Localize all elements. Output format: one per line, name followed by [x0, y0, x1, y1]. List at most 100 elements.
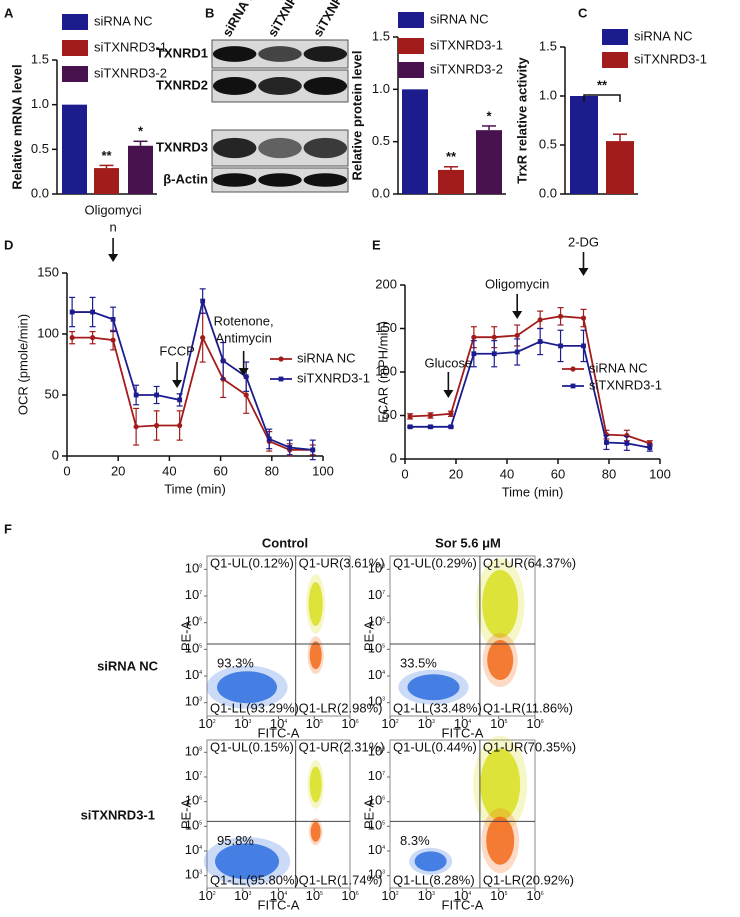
tick-exponent: 3	[432, 891, 435, 897]
tick-exponent: 5	[382, 821, 385, 827]
point	[604, 440, 609, 445]
x-tick-label: 20	[449, 466, 463, 481]
point	[491, 334, 497, 340]
tick-exponent: 8	[382, 564, 385, 570]
y-tick-label: 103	[185, 867, 202, 882]
row-label: siRNA NC	[97, 658, 159, 673]
legend-label: siRNA NC	[297, 350, 356, 365]
point	[407, 413, 413, 419]
cell-cloud	[414, 851, 447, 872]
tick-base: 10	[185, 667, 199, 682]
annotation-text: 2-DG	[568, 234, 599, 249]
tick-base: 10	[198, 888, 212, 903]
y-axis-label: Relative protein level	[349, 50, 364, 180]
tick-base: 10	[368, 614, 382, 629]
tick-base: 10	[341, 716, 355, 731]
panel-label: C	[578, 5, 588, 20]
bar	[62, 104, 87, 194]
tick-base: 10	[185, 818, 199, 833]
legend-marker	[570, 383, 576, 389]
tick-exponent: 4	[284, 719, 287, 725]
annotation-arrowhead	[238, 368, 249, 376]
tick-exponent: 6	[199, 617, 202, 623]
point	[220, 358, 226, 364]
tick-exponent: 2	[396, 719, 399, 725]
tick-exponent: 6	[382, 617, 385, 623]
tick-base: 10	[234, 716, 248, 731]
point	[69, 309, 75, 315]
point	[471, 351, 477, 357]
cell-cloud	[480, 748, 521, 821]
point	[154, 392, 159, 398]
tick-exponent: 3	[249, 891, 252, 897]
tick-base: 10	[185, 694, 199, 709]
tick-base: 10	[381, 888, 395, 903]
legend-label: siTXNRD3-1	[297, 370, 370, 385]
quadrant-label: Q1-UR(64.37%)	[483, 555, 576, 570]
significance: *	[486, 108, 492, 123]
legend-label: siTXNRD3-1	[634, 51, 707, 66]
tick-exponent: 8	[199, 564, 202, 570]
tick-exponent: 8	[382, 747, 385, 753]
tick-exponent: 5	[382, 644, 385, 650]
tick-exponent: 6	[356, 719, 359, 725]
legend-swatch	[398, 38, 424, 54]
tick-base: 10	[368, 561, 382, 576]
legend-swatch	[62, 40, 88, 56]
x-tick-label: 105	[490, 716, 507, 731]
tick-base: 10	[368, 793, 382, 808]
point	[580, 315, 587, 321]
legend-swatch	[398, 62, 424, 78]
x-tick-label: 80	[602, 466, 616, 481]
y-tick-label: 0.5	[31, 141, 49, 156]
tick-exponent: 7	[199, 590, 202, 596]
quadrant-label: Q1-UL(0.12%)	[210, 555, 294, 570]
quadrant-label: Q1-UL(0.15%)	[210, 739, 294, 754]
x-tick-label: 20	[111, 463, 125, 478]
tick-exponent: 3	[199, 870, 202, 876]
x-tick-label: 106	[341, 716, 358, 731]
blot-column-label: siTXNRD3-2	[310, 0, 360, 39]
column-title: Sor 5.6 μM	[435, 535, 501, 550]
tick-base: 10	[418, 888, 432, 903]
annotation-text: FCCP	[159, 343, 194, 358]
x-axis-label: Time (min)	[164, 481, 226, 496]
bar	[606, 141, 634, 194]
x-tick-label: 103	[234, 716, 251, 731]
cell-cloud	[309, 641, 322, 670]
cell-cloud	[203, 837, 291, 886]
point	[624, 440, 630, 446]
blot-band	[212, 137, 257, 159]
quadrant-label: Q1-LL(93.29%)	[210, 700, 299, 715]
quadrant-label: Q1-LR(1.74%)	[299, 872, 383, 887]
blot-band	[258, 173, 302, 187]
quadrant-label: Q1-LR(20.92%)	[483, 872, 574, 887]
point	[471, 334, 477, 340]
y-axis-label: OCR (pmole/min)	[15, 314, 30, 415]
cell-cloud	[308, 582, 323, 626]
cell-cloud	[482, 633, 518, 687]
legend-label: siTXNRD3-1	[589, 377, 662, 392]
quadrant-label: Q1-UL(0.29%)	[393, 555, 477, 570]
tick-exponent: 4	[468, 891, 471, 897]
comparison-label: **	[597, 77, 608, 92]
x-tick-label: 102	[198, 716, 215, 731]
annotation-text: Oligomyci	[85, 202, 142, 217]
legend-label: siTXNRD3-1	[430, 37, 503, 52]
x-tick-label: 104	[454, 716, 471, 731]
blot-row-label: TXNRD2	[156, 77, 208, 92]
significance: **	[101, 148, 112, 163]
blot-row-label: β-Actin	[163, 171, 208, 186]
point	[428, 424, 433, 430]
point	[448, 424, 454, 430]
tick-exponent: 5	[199, 821, 202, 827]
y-tick-label: 104	[368, 842, 385, 857]
y-tick-label: 107	[185, 768, 202, 783]
y-tick-label: 150	[375, 320, 397, 335]
x-tick-label: 102	[381, 888, 398, 903]
x-tick-label: 60	[551, 466, 565, 481]
tick-exponent: 3	[432, 719, 435, 725]
population-percent: 33.5%	[400, 655, 437, 670]
y-tick-label: 106	[185, 793, 202, 808]
